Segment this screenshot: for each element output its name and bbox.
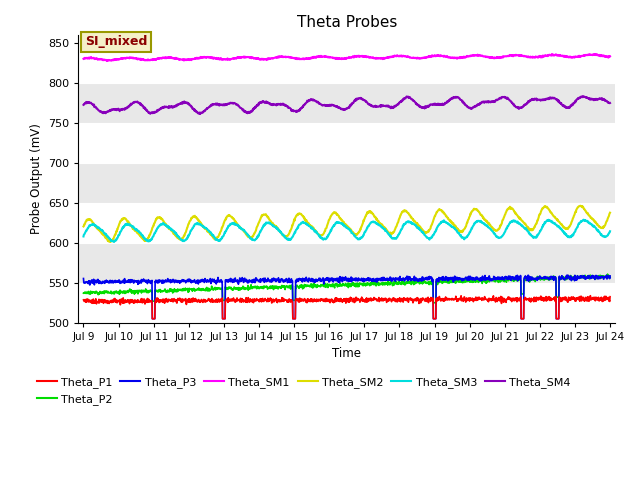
X-axis label: Time: Time <box>332 348 361 360</box>
Text: SI_mixed: SI_mixed <box>84 36 147 48</box>
Bar <box>78 283 615 323</box>
Bar <box>78 203 615 243</box>
Legend: Theta_P1, Theta_P2, Theta_P3, Theta_SM1, Theta_SM2, Theta_SM3, Theta_SM4: Theta_P1, Theta_P2, Theta_P3, Theta_SM1,… <box>32 373 575 409</box>
Y-axis label: Probe Output (mV): Probe Output (mV) <box>29 123 42 234</box>
Title: Theta Probes: Theta Probes <box>296 15 397 30</box>
Bar <box>78 243 615 283</box>
Bar <box>78 163 615 203</box>
Bar <box>78 43 615 83</box>
Bar <box>78 123 615 163</box>
Bar <box>78 83 615 123</box>
